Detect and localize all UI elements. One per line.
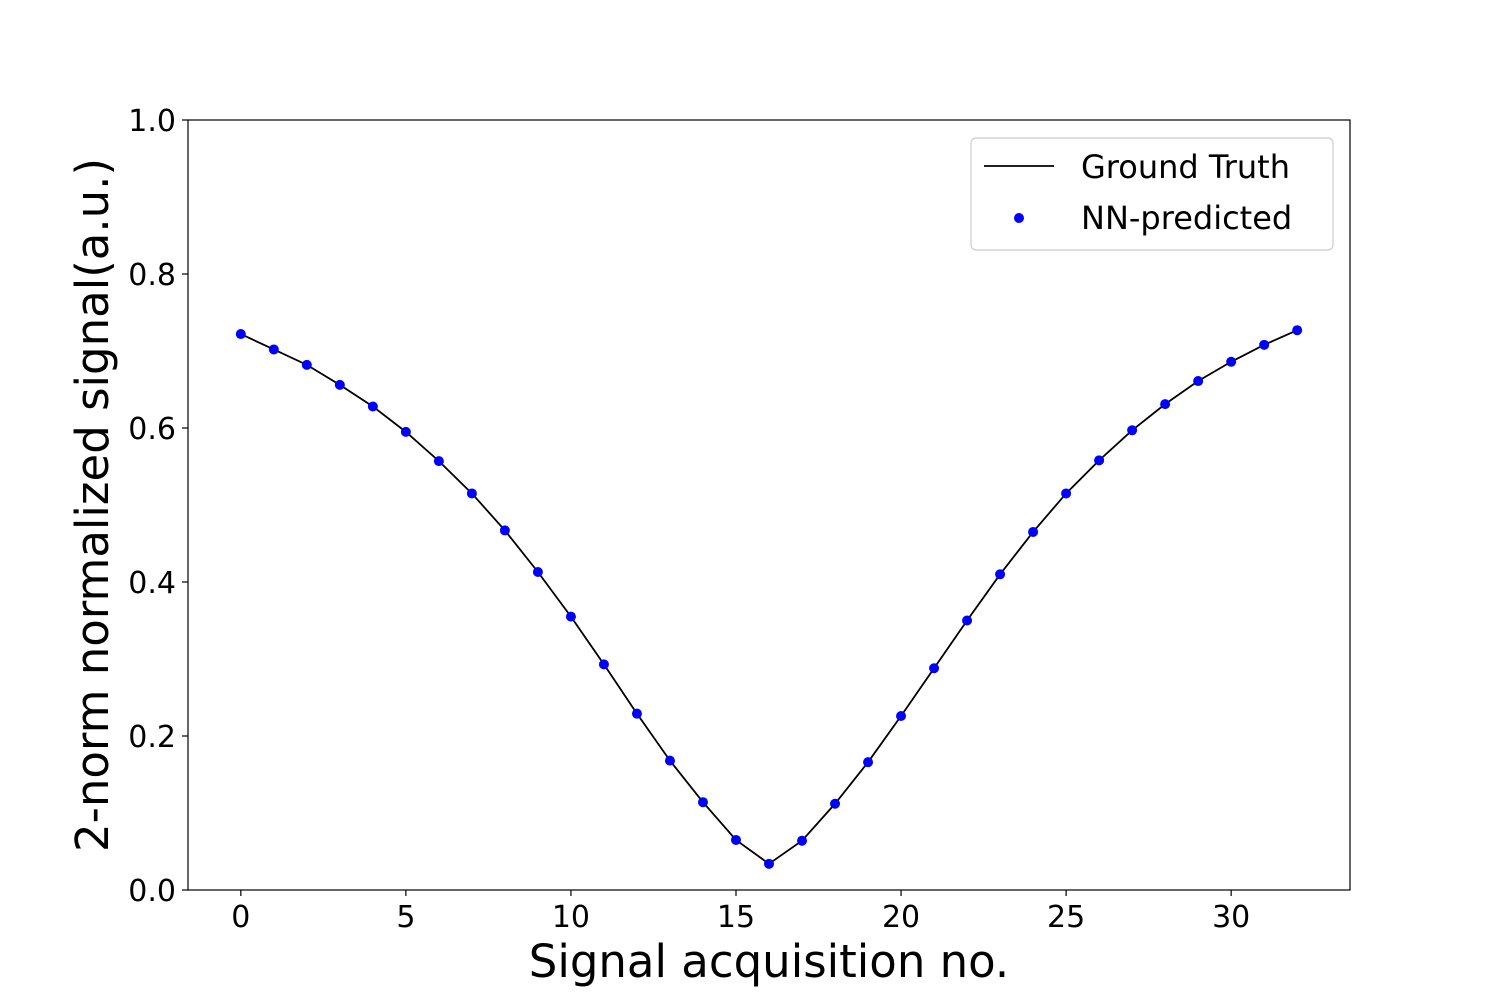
legend: Ground Truth NN-predicted <box>970 137 1334 251</box>
data-point-nn-predicted <box>334 379 345 390</box>
x-tick-label: 30 <box>1212 900 1250 935</box>
legend-nn-predicted-marker <box>1014 213 1024 223</box>
data-point-nn-predicted <box>433 456 444 467</box>
x-tick-label: 0 <box>231 900 250 935</box>
data-point-nn-predicted <box>830 798 841 809</box>
plot-frame <box>187 119 1351 891</box>
data-point-nn-predicted <box>1094 455 1105 466</box>
y-axis-label: 2-norm normalized signal(a.u.) <box>66 158 119 852</box>
y-tick-label: 0.8 <box>128 258 176 293</box>
x-tick-label: 15 <box>717 900 755 935</box>
data-point-nn-predicted <box>896 710 907 721</box>
data-point-nn-predicted <box>532 566 543 577</box>
x-tick-label: 10 <box>552 900 590 935</box>
data-point-nn-predicted <box>1061 488 1072 499</box>
data-point-nn-predicted <box>268 344 279 355</box>
y-tick-label: 0.4 <box>128 566 176 601</box>
data-point-nn-predicted <box>1259 339 1270 350</box>
legend-ground-truth-label: Ground Truth <box>1081 148 1290 186</box>
legend-frame <box>970 137 1334 251</box>
data-point-nn-predicted <box>598 659 609 670</box>
data-point-nn-predicted <box>631 708 642 719</box>
data-point-nn-predicted <box>1028 526 1039 537</box>
data-point-nn-predicted <box>1292 325 1303 336</box>
data-point-nn-predicted <box>235 329 246 340</box>
legend-nn-predicted-label: NN-predicted <box>1081 199 1292 237</box>
data-point-nn-predicted <box>400 426 411 437</box>
series-layer <box>235 325 1303 869</box>
x-tick-label: 5 <box>396 900 415 935</box>
data-point-nn-predicted <box>1193 376 1204 387</box>
data-point-nn-predicted <box>664 755 675 766</box>
x-tick-label: 20 <box>882 900 920 935</box>
data-point-nn-predicted <box>499 525 510 536</box>
data-point-nn-predicted <box>466 488 477 499</box>
data-point-nn-predicted <box>764 858 774 869</box>
x-axis-label: Signal acquisition no. <box>529 935 1009 988</box>
y-tick-label: 0.2 <box>128 720 176 755</box>
data-point-nn-predicted <box>863 757 874 768</box>
data-point-nn-predicted <box>301 359 312 370</box>
data-point-nn-predicted <box>697 797 708 808</box>
data-point-nn-predicted <box>367 401 378 412</box>
data-point-nn-predicted <box>1127 425 1138 436</box>
x-tick-label: 25 <box>1047 900 1085 935</box>
data-point-nn-predicted <box>962 615 973 626</box>
data-point-nn-predicted <box>929 663 940 674</box>
y-tick-label: 0.6 <box>128 412 176 447</box>
y-tick-label: 0.0 <box>128 874 176 909</box>
data-point-nn-predicted <box>1226 356 1237 367</box>
data-point-nn-predicted <box>565 611 576 622</box>
data-point-nn-predicted <box>797 835 808 846</box>
data-point-nn-predicted <box>730 834 741 845</box>
data-point-nn-predicted <box>1160 399 1171 410</box>
data-point-nn-predicted <box>995 569 1006 580</box>
y-tick-label: 1.0 <box>128 104 176 139</box>
ticks-layer: 0 5 10 15 20 25 30 0.0 0.2 0.4 0.6 0.8 1.0 <box>128 104 1250 935</box>
